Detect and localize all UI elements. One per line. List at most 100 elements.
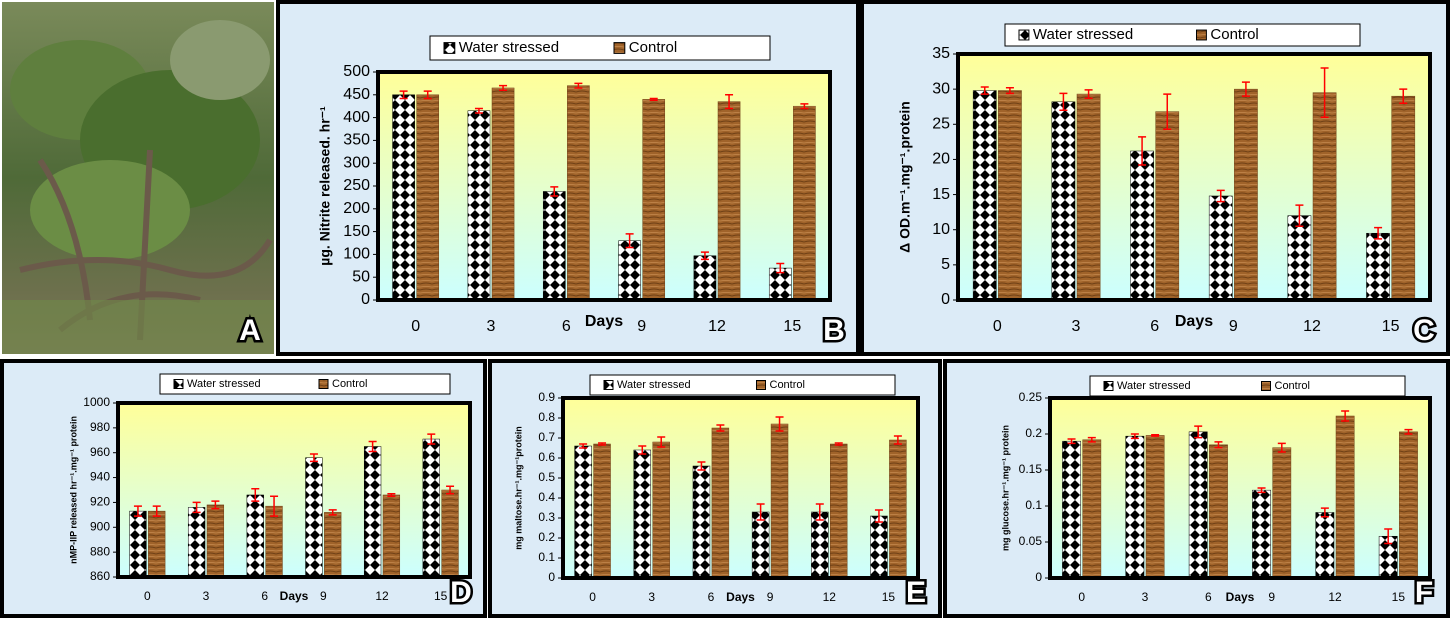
y-tick-label: 400	[343, 109, 370, 126]
legend-label: Control	[1210, 26, 1258, 43]
x-tick-label: 0	[144, 589, 151, 603]
bar	[718, 102, 740, 300]
x-axis-title: Days	[726, 590, 755, 604]
y-tick-label: 100	[343, 246, 370, 263]
y-tick-label: 30	[932, 80, 950, 97]
bar	[830, 444, 847, 578]
y-tick-label: 0	[941, 291, 950, 308]
y-axis-title: nMP-IIP released hr⁻¹.mg⁻¹ protein	[68, 416, 78, 564]
y-tick-label: 980	[90, 420, 110, 434]
legend-swatch	[444, 43, 455, 54]
y-tick-label: 960	[90, 445, 110, 459]
bar	[1126, 436, 1144, 578]
bar	[1316, 512, 1334, 578]
plot-area	[563, 398, 918, 578]
panel-letter: C	[1413, 314, 1435, 347]
bar	[694, 256, 716, 300]
bar	[393, 95, 415, 300]
y-tick-label: 0.6	[538, 450, 555, 464]
x-tick-label: 12	[1328, 590, 1342, 604]
y-tick-label: 1000	[83, 395, 110, 409]
bar	[1209, 445, 1227, 578]
bar	[1366, 233, 1389, 300]
y-tick-label: 300	[343, 154, 370, 171]
bar	[1336, 416, 1354, 578]
y-tick-label: 0.8	[538, 410, 555, 424]
x-tick-label: 3	[203, 589, 210, 603]
bar	[1234, 89, 1257, 300]
x-tick-label: 15	[783, 318, 801, 335]
plot-area	[1050, 398, 1430, 578]
y-axis-title: mg maltose.hr⁻¹.mg⁻¹protein	[513, 426, 523, 550]
bar	[1083, 440, 1101, 578]
bar	[793, 106, 815, 300]
bar	[771, 424, 788, 578]
bar	[693, 466, 710, 578]
bar	[247, 495, 264, 577]
bar	[1273, 448, 1291, 578]
bar	[811, 512, 828, 578]
y-tick-label: 0.05	[1019, 534, 1043, 548]
y-tick-label: 35	[932, 45, 950, 62]
x-axis-title: Days	[585, 313, 623, 330]
bar	[207, 505, 224, 577]
y-tick-label: 500	[343, 63, 370, 80]
y-tick-label: 0.9	[538, 390, 555, 404]
bar	[575, 446, 592, 578]
bar	[1252, 490, 1270, 578]
y-tick-label: 0.7	[538, 430, 555, 444]
y-axis-title: µg. Nitrite released. hr⁻¹	[317, 106, 333, 266]
figure: A 050100150200250300350400450500µg. Nitr…	[0, 0, 1450, 618]
foliage	[170, 20, 270, 100]
x-tick-label: 6	[1150, 318, 1159, 335]
legend-label: Control	[332, 378, 367, 390]
y-tick-label: 15	[932, 186, 950, 203]
bar	[417, 95, 439, 300]
y-tick-label: 940	[90, 470, 110, 484]
x-tick-label: 12	[823, 590, 837, 604]
x-axis-title: Days	[1175, 313, 1213, 330]
bar	[1062, 441, 1080, 578]
photo-panel: A	[2, 2, 274, 354]
x-tick-label: 9	[1229, 318, 1238, 335]
legend-label: Water stressed	[617, 379, 691, 391]
bar	[1288, 216, 1311, 300]
y-tick-label: 0.2	[538, 530, 555, 544]
bar	[442, 490, 459, 577]
y-tick-label: 150	[343, 223, 370, 240]
x-tick-label: 9	[320, 589, 327, 603]
y-tick-label: 5	[941, 256, 950, 273]
panel-letter: E	[906, 576, 926, 609]
legend-label: Water stressed	[1033, 26, 1133, 43]
bar	[567, 86, 589, 300]
y-tick-label: 920	[90, 495, 110, 509]
bar	[752, 512, 769, 578]
bar	[594, 444, 611, 578]
foliage	[30, 160, 190, 260]
x-tick-label: 9	[637, 318, 646, 335]
x-tick-label: 12	[375, 589, 389, 603]
bar	[1052, 102, 1075, 300]
y-tick-label: 0	[361, 291, 370, 308]
legend-label: Control	[629, 39, 677, 56]
bar	[492, 88, 514, 300]
plot-area	[118, 403, 470, 577]
bar	[712, 428, 729, 578]
chart-panel: 8608809009209409609801000nMP-IIP release…	[2, 361, 485, 616]
bar	[889, 440, 906, 578]
bar	[1313, 93, 1336, 300]
y-tick-label: 0.3	[538, 510, 555, 524]
x-tick-label: 9	[767, 590, 774, 604]
x-tick-label: 3	[1142, 590, 1149, 604]
x-tick-label: 15	[434, 589, 448, 603]
chart-panel: 00.10.20.30.40.50.60.70.80.9mg maltose.h…	[490, 361, 940, 616]
bar	[643, 99, 665, 300]
x-tick-label: 12	[1303, 318, 1321, 335]
y-tick-label: 350	[343, 132, 370, 149]
y-tick-label: 0	[548, 570, 555, 584]
bar	[423, 439, 440, 577]
x-tick-label: 15	[882, 590, 896, 604]
y-tick-label: 50	[352, 268, 370, 285]
